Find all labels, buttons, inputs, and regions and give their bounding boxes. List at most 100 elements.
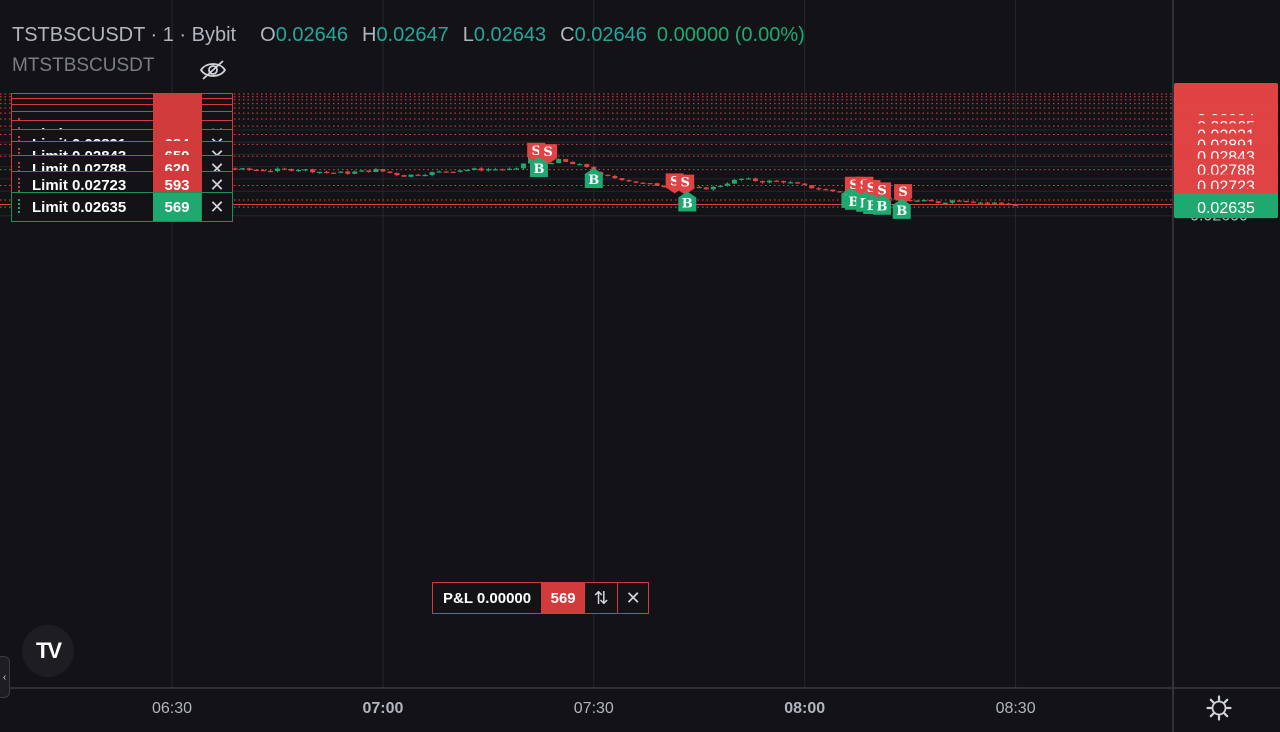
candle-body bbox=[253, 169, 259, 171]
candle-body bbox=[499, 169, 505, 171]
candle-body bbox=[774, 180, 780, 182]
candle-body bbox=[760, 181, 766, 183]
order-price-label: Limit 0.02635 bbox=[32, 198, 127, 216]
hide-eye-icon[interactable] bbox=[198, 58, 228, 82]
candle-body bbox=[401, 175, 407, 177]
sell-fill-letter: S bbox=[898, 185, 907, 200]
candle-body bbox=[408, 174, 414, 177]
x-tick-label: 07:00 bbox=[362, 700, 403, 717]
sell-fill-letter: S bbox=[849, 178, 858, 193]
candle-body bbox=[478, 168, 484, 171]
candle-body bbox=[661, 185, 667, 188]
sell-fill-letter: S bbox=[680, 176, 689, 191]
candle-body bbox=[464, 169, 470, 172]
candle-body bbox=[1006, 203, 1012, 205]
candle-body bbox=[619, 178, 625, 181]
candle-body bbox=[387, 171, 393, 173]
sell-fill-marker bbox=[894, 184, 913, 205]
close-position-icon[interactable]: ✕ bbox=[625, 587, 641, 608]
candle-body bbox=[1013, 204, 1019, 206]
position-line-label[interactable]: P&L 0.00000 569 ⇅ ✕ bbox=[432, 582, 650, 614]
buy-fill-marker bbox=[873, 194, 892, 215]
cancel-order-icon[interactable]: ✕ bbox=[201, 171, 232, 200]
drag-handle-icon[interactable] bbox=[12, 156, 22, 184]
buy-fill-marker bbox=[529, 157, 548, 178]
x-tick-label: 06:30 bbox=[152, 700, 192, 717]
compare-symbol-label[interactable]: MTSTBSCUSDT bbox=[12, 55, 155, 76]
buy-fill-letter: B bbox=[682, 196, 693, 211]
ohlc-value: 0.02647 bbox=[376, 23, 449, 46]
position-qty: 569 bbox=[541, 583, 586, 613]
candle-body bbox=[373, 169, 379, 172]
candle-body bbox=[338, 171, 344, 173]
change-value: 0.00000 (0.00%) bbox=[656, 23, 805, 46]
candle-body bbox=[521, 163, 526, 169]
buy-fill-marker bbox=[678, 191, 697, 212]
candle-body bbox=[992, 202, 998, 204]
candle-body bbox=[710, 186, 716, 190]
candle-body bbox=[837, 191, 843, 193]
price-label-text: 0.02635 bbox=[1197, 200, 1255, 217]
ohlc-key: C bbox=[560, 23, 575, 46]
sell-fill-letter: S bbox=[877, 183, 886, 198]
candle-body bbox=[731, 179, 737, 184]
candle-body bbox=[317, 171, 323, 174]
candle-body bbox=[556, 159, 562, 164]
x-tick-label: 07:30 bbox=[574, 700, 614, 717]
limit-order-label[interactable]: Limit 0.02635 569 ✕ bbox=[11, 192, 233, 223]
candle-body bbox=[443, 171, 449, 173]
candle-body bbox=[366, 170, 372, 172]
candle-body bbox=[577, 164, 583, 166]
tradingview-logo[interactable]: TV bbox=[22, 625, 74, 677]
candle-body bbox=[324, 171, 330, 174]
candle-body bbox=[429, 172, 435, 175]
candle-body bbox=[485, 169, 491, 171]
candle-body bbox=[549, 163, 555, 165]
candle-body bbox=[457, 170, 463, 172]
candle-body bbox=[359, 170, 365, 172]
order-qty: 569 bbox=[153, 193, 201, 222]
collapse-panel-tab[interactable]: ‹ bbox=[0, 656, 10, 698]
candle-body bbox=[970, 201, 976, 203]
x-tick-label: 08:00 bbox=[784, 700, 825, 717]
x-tick-label: 08:30 bbox=[996, 700, 1036, 717]
candle-body bbox=[802, 183, 808, 186]
ohlc-value: 0.02646 bbox=[275, 23, 348, 46]
candle-body bbox=[640, 182, 646, 184]
candle-body bbox=[647, 183, 653, 185]
sell-fill-letter: S bbox=[670, 174, 679, 189]
reverse-position-icon[interactable]: ⇅ bbox=[585, 583, 619, 613]
candle-body bbox=[907, 199, 913, 202]
candle-body bbox=[809, 185, 815, 189]
candle-body bbox=[289, 168, 295, 171]
symbol-label[interactable]: TSTBSCUSDT · 1 · Bybit bbox=[12, 23, 237, 46]
sell-fill-marker bbox=[676, 174, 695, 195]
candle-body bbox=[823, 189, 829, 191]
candle-body bbox=[528, 156, 534, 164]
candle-body bbox=[506, 168, 512, 170]
drag-handle-icon[interactable] bbox=[12, 172, 22, 200]
price-label-box bbox=[1174, 196, 1278, 219]
candle-body bbox=[914, 200, 920, 202]
candle-body bbox=[303, 169, 309, 171]
gear-icon[interactable] bbox=[1205, 694, 1233, 722]
ohlc-key: H bbox=[361, 23, 377, 46]
candle-body bbox=[450, 171, 456, 173]
ohlc-value: 0.02643 bbox=[473, 23, 547, 46]
cancel-order-icon[interactable]: ✕ bbox=[201, 193, 232, 222]
candle-body bbox=[415, 174, 421, 176]
candle-body bbox=[513, 168, 519, 170]
ohlc-key: L bbox=[462, 23, 474, 46]
candle-body bbox=[703, 187, 709, 190]
candle-body bbox=[788, 182, 794, 184]
candle-body bbox=[239, 168, 245, 170]
candle-body bbox=[605, 174, 611, 176]
candle-body bbox=[296, 169, 302, 172]
candle-body bbox=[246, 168, 252, 170]
drag-handle-icon[interactable] bbox=[12, 193, 22, 221]
order-price-label: Limit 0.02723 bbox=[32, 177, 127, 195]
candle-body bbox=[830, 189, 836, 192]
candle-body bbox=[471, 168, 477, 170]
candle-body bbox=[232, 168, 238, 170]
pnl-label: P&L 0.00000 bbox=[443, 589, 532, 607]
